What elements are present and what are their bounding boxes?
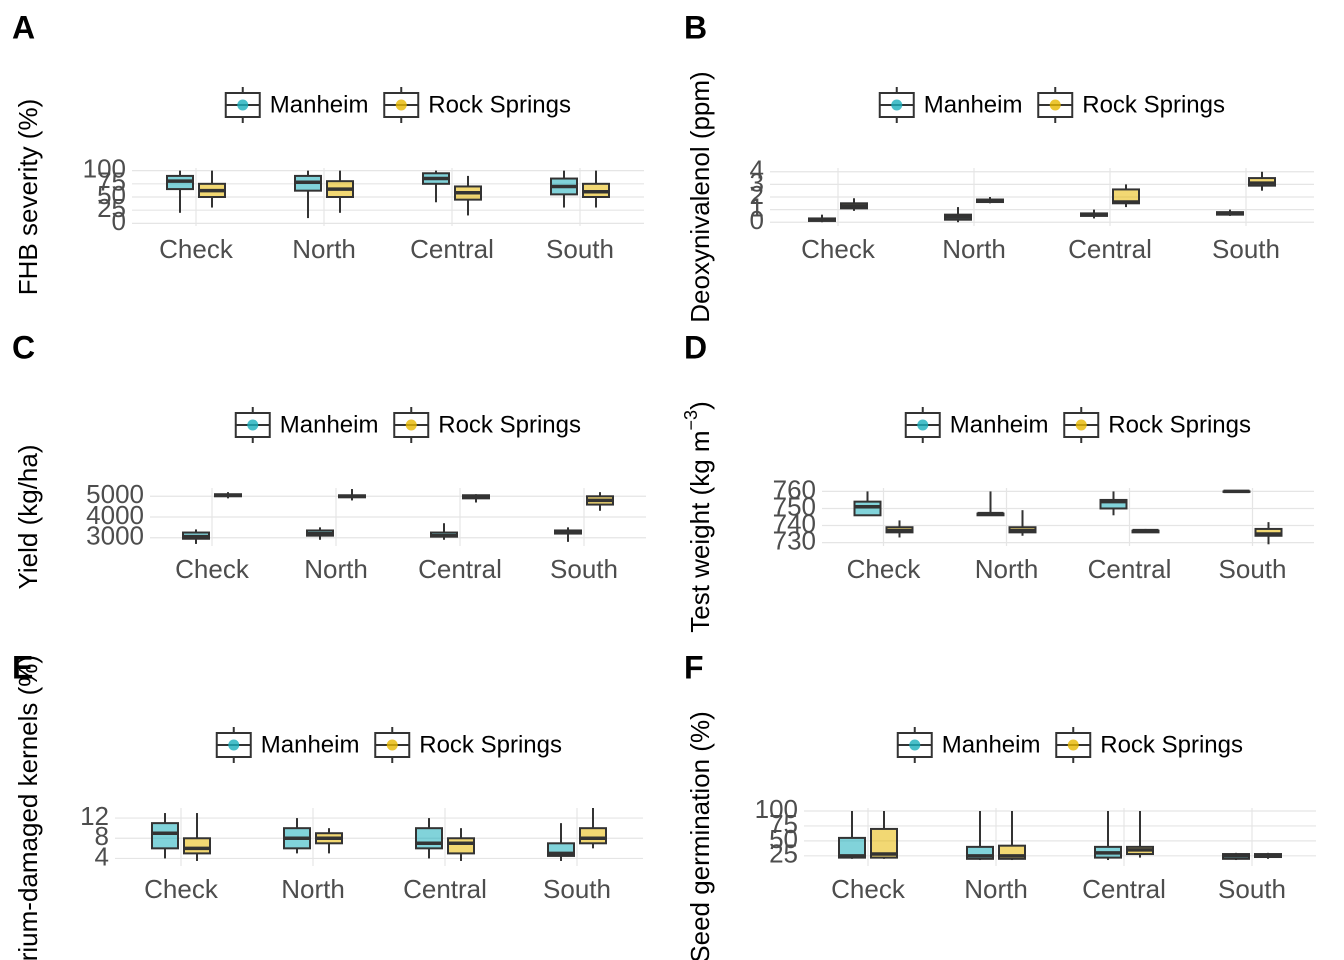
y-tick-label: 0 xyxy=(750,205,764,235)
x-tick-label: Check xyxy=(159,234,234,264)
x-tick-label: North xyxy=(292,234,356,264)
y-axis-title: Fusarium-damaged kernels (%) xyxy=(13,655,43,960)
panel-label: C xyxy=(12,329,35,365)
legend-label: Rock Springs xyxy=(1108,411,1251,438)
x-tick-label: Central xyxy=(418,554,502,584)
y-axis-title-part: ) xyxy=(685,401,715,410)
y-tick-label: 3000 xyxy=(86,521,144,551)
y-tick-label: 50 xyxy=(97,180,126,210)
panel-label: F xyxy=(684,649,704,685)
legend-key-dot xyxy=(386,739,398,751)
legend-label: Rock Springs xyxy=(1082,91,1225,118)
legend-label: Rock Springs xyxy=(438,411,581,438)
legend-label: Manheim xyxy=(261,731,360,758)
y-tick-label: 75 xyxy=(97,167,126,197)
y-tick-label: 25 xyxy=(97,193,126,223)
y-tick-label: 100 xyxy=(83,154,126,184)
x-tick-label: South xyxy=(550,554,618,584)
x-tick-label: North xyxy=(304,554,368,584)
legend-label: Rock Springs xyxy=(428,91,571,118)
legend-label: Manheim xyxy=(280,411,379,438)
y-tick-label: 25 xyxy=(769,839,798,869)
y-tick-label: 12 xyxy=(80,801,109,831)
y-axis-title: Test weight (kg m−3) xyxy=(681,401,715,633)
box xyxy=(838,836,866,859)
x-tick-label: South xyxy=(1219,554,1287,584)
box xyxy=(151,822,179,850)
x-tick-label: North xyxy=(975,554,1039,584)
x-tick-label: South xyxy=(546,234,614,264)
y-tick-label: 1 xyxy=(750,192,764,222)
legend-key-dot xyxy=(395,99,407,111)
y-tick-label: 4 xyxy=(750,155,764,185)
legend-label: Manheim xyxy=(270,91,369,118)
x-tick-label: Central xyxy=(1088,554,1172,584)
y-tick-label: 2 xyxy=(750,180,764,210)
y-tick-label: 0 xyxy=(112,206,126,236)
x-tick-label: North xyxy=(964,874,1028,904)
box xyxy=(966,845,994,860)
x-tick-label: North xyxy=(281,874,345,904)
y-tick-label: 4000 xyxy=(86,500,144,530)
x-tick-label: Central xyxy=(1068,234,1152,264)
panel-label: E xyxy=(12,649,33,685)
x-tick-label: Central xyxy=(403,874,487,904)
legend-label: Manheim xyxy=(950,411,1049,438)
legend-key-dot xyxy=(1067,739,1079,751)
y-axis-title: Yield (kg/ha) xyxy=(13,445,43,590)
legend-key-dot xyxy=(237,99,249,111)
x-tick-label: South xyxy=(1218,874,1286,904)
y-tick-label: 75 xyxy=(769,809,798,839)
legend-key-dot xyxy=(228,739,240,751)
y-axis-title-part: −3 xyxy=(681,410,701,431)
y-axis-title: Seed germination (%) xyxy=(685,711,715,960)
legend-key-dot xyxy=(909,739,921,751)
panel-label: D xyxy=(684,329,707,365)
legend-label: Manheim xyxy=(942,731,1041,758)
y-tick-label: 3 xyxy=(750,167,764,197)
legend-label: Rock Springs xyxy=(1100,731,1243,758)
y-tick-label: 5000 xyxy=(86,479,144,509)
panel-label: B xyxy=(684,9,707,45)
box xyxy=(183,837,211,855)
legend-key-dot xyxy=(917,419,929,431)
legend-key-dot xyxy=(247,419,259,431)
y-axis-title: FHB severity (%) xyxy=(13,99,43,295)
x-tick-label: Check xyxy=(831,874,906,904)
legend-key-dot xyxy=(1075,419,1087,431)
y-tick-label: 730 xyxy=(773,525,816,555)
x-tick-label: North xyxy=(942,234,1006,264)
panel-label: A xyxy=(12,9,35,45)
x-tick-label: Check xyxy=(175,554,250,584)
y-axis-title: Deoxynivalenol (ppm) xyxy=(685,71,715,322)
legend-key-dot xyxy=(891,99,903,111)
x-tick-label: South xyxy=(543,874,611,904)
box xyxy=(579,827,607,845)
legend-key-dot xyxy=(405,419,417,431)
box xyxy=(415,827,443,850)
x-tick-label: South xyxy=(1212,234,1280,264)
x-tick-label: Check xyxy=(847,554,922,584)
y-tick-label: 8 xyxy=(95,821,109,851)
y-tick-label: 750 xyxy=(773,491,816,521)
y-tick-label: 760 xyxy=(773,474,816,504)
x-tick-label: Check xyxy=(801,234,876,264)
box xyxy=(447,837,475,855)
legend-label: Rock Springs xyxy=(419,731,562,758)
y-tick-label: 50 xyxy=(769,824,798,854)
x-tick-label: Check xyxy=(144,874,219,904)
y-tick-label: 100 xyxy=(755,794,798,824)
x-tick-label: Central xyxy=(1082,874,1166,904)
y-tick-label: 4 xyxy=(95,841,109,871)
x-tick-label: Central xyxy=(410,234,494,264)
y-tick-label: 740 xyxy=(773,508,816,538)
y-axis-title-part: Test weight (kg m xyxy=(685,430,715,632)
legend-key-dot xyxy=(1049,99,1061,111)
legend-label: Manheim xyxy=(924,91,1023,118)
